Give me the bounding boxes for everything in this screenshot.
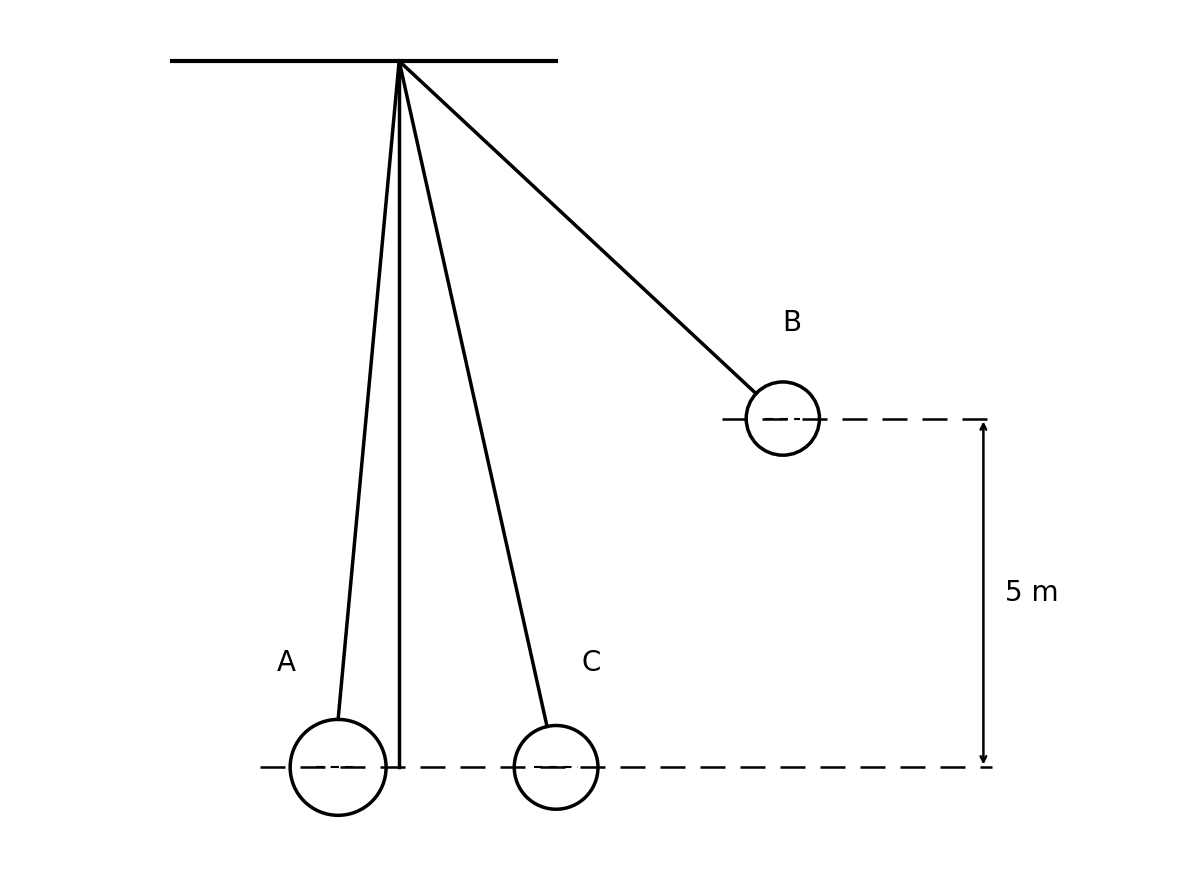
Text: A: A bbox=[277, 649, 296, 677]
Text: C: C bbox=[582, 649, 600, 677]
Text: 5 m: 5 m bbox=[1005, 579, 1059, 607]
Text: B: B bbox=[782, 309, 801, 337]
